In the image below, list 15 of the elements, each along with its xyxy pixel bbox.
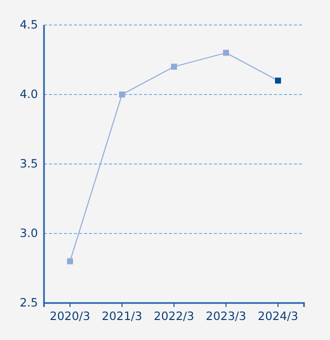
x-tick-label: 2023/3 xyxy=(206,309,246,324)
x-tick-label: 2024/3 xyxy=(258,309,298,324)
y-tick-label: 2.5 xyxy=(20,296,38,310)
y-tick-label: 3.5 xyxy=(20,156,38,171)
x-tick-label: 2021/3 xyxy=(102,309,142,324)
point xyxy=(275,78,281,84)
y-tick-label: 4.0 xyxy=(20,87,38,102)
point xyxy=(119,92,125,98)
point xyxy=(67,258,73,264)
y-tick-label: 4.5 xyxy=(20,18,38,32)
point xyxy=(171,64,177,70)
point xyxy=(223,50,229,56)
y-tick-label: 3.0 xyxy=(20,226,38,240)
x-tick-label: 2022/3 xyxy=(154,309,194,324)
x-tick-label: 2020/3 xyxy=(50,309,90,324)
